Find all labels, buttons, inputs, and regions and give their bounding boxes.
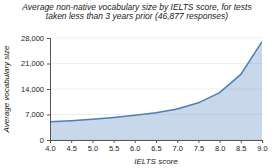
y-axis: 0 7,000 14,000 21,000 28,000 xyxy=(21,34,50,145)
tick-mark xyxy=(47,115,50,116)
y-axis-title: Average vocabulary size xyxy=(2,45,11,134)
tick: 21,000 xyxy=(21,59,50,68)
tick-mark xyxy=(156,140,157,143)
tick-mark xyxy=(262,140,263,143)
tick: 5.5 xyxy=(109,140,119,153)
area xyxy=(50,42,262,140)
title: Average non-native vocabulary size by IE… xyxy=(21,2,252,21)
tick: 8.0 xyxy=(215,140,225,153)
tick-mark xyxy=(177,140,178,143)
tick: 4.0 xyxy=(45,140,55,153)
tick: 7.5 xyxy=(194,140,204,153)
tick-label: 21,000 xyxy=(21,59,44,68)
plot: 4.0 4.5 5.0 5.5 6.0 6.5 7.0 7.5 8.0 8.5 9.0 0 7,000 1… xyxy=(21,34,268,153)
tick-mark xyxy=(135,140,136,143)
tick-mark xyxy=(220,140,221,143)
tick-label: 14,000 xyxy=(21,85,44,94)
tick-label: 5.0 xyxy=(88,144,98,153)
tick-mark xyxy=(47,140,50,141)
tick-mark xyxy=(47,38,50,39)
tick-label: 8.0 xyxy=(215,144,225,153)
tick-label: 4.0 xyxy=(45,144,55,153)
tick-label: 6.0 xyxy=(130,144,140,153)
tick-mark xyxy=(241,140,242,143)
tick: 14,000 xyxy=(21,85,50,94)
chart: 4.0 4.5 5.0 5.5 6.0 6.5 7.0 7.5 8.0 8.5 9.0 0 7,000 1… xyxy=(0,0,274,168)
tick-mark xyxy=(198,140,199,143)
line xyxy=(50,42,262,122)
tick-label: 7.0 xyxy=(172,144,182,153)
marks xyxy=(50,42,262,140)
tick: 6.5 xyxy=(151,140,161,153)
tick: 5.0 xyxy=(88,140,98,153)
tick: 7.0 xyxy=(172,140,182,153)
tick-label: 8.5 xyxy=(236,144,246,153)
tick: 28,000 xyxy=(21,34,50,43)
tick-mark xyxy=(47,89,50,90)
x-axis: 4.0 4.5 5.0 5.5 6.0 6.5 7.0 7.5 8.0 8.5 9.0 xyxy=(45,140,267,153)
grid-line xyxy=(50,38,262,39)
tick-label: 6.5 xyxy=(151,144,161,153)
tick-label: 28,000 xyxy=(21,34,44,43)
grid-line xyxy=(50,63,262,64)
tick: 7,000 xyxy=(25,110,50,119)
tick-label: 4.5 xyxy=(66,144,76,153)
tick-mark xyxy=(92,140,93,143)
tick-label: 5.5 xyxy=(109,144,119,153)
tick: 8.5 xyxy=(236,140,246,153)
tick-mark xyxy=(71,140,72,143)
tick-mark xyxy=(47,64,50,65)
x-axis-title: IELTS score xyxy=(134,157,178,166)
tick-mark xyxy=(114,140,115,143)
axis-line xyxy=(51,141,263,144)
tick: 9.0 xyxy=(257,140,267,153)
axis-line xyxy=(47,39,51,141)
tick-label: 7,000 xyxy=(25,110,44,119)
tick-label: 0 xyxy=(40,136,44,145)
tick-label: 7.5 xyxy=(194,144,204,153)
tick: 4.5 xyxy=(66,140,76,153)
tick: 6.0 xyxy=(130,140,140,153)
tick: 0 xyxy=(40,136,50,145)
grid xyxy=(50,38,262,140)
tick-label: 9.0 xyxy=(257,144,267,153)
